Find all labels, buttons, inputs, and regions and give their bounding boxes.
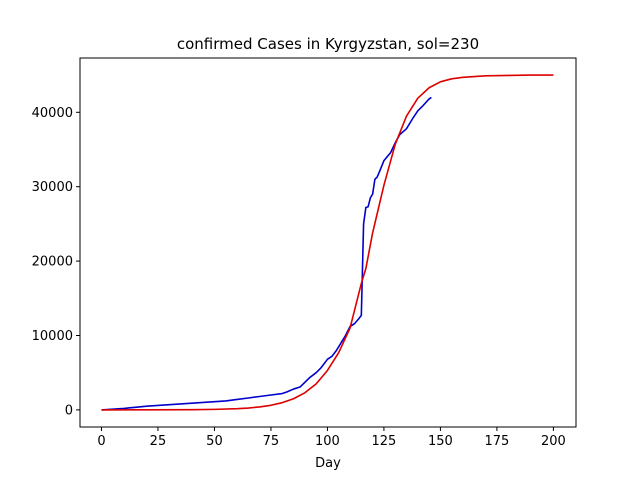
- x-tick-label: 150: [428, 434, 453, 449]
- y-tick-label: 40000: [32, 106, 73, 121]
- y-axis: 0 10000 20000 30000 40000: [32, 106, 80, 418]
- plot-area: [101, 74, 554, 411]
- x-tick-label: 200: [541, 434, 566, 449]
- y-tick-label: 10000: [32, 329, 73, 344]
- x-tick-label: 50: [206, 434, 223, 449]
- series-line-1: [101, 96, 432, 411]
- series-line-2: [101, 74, 554, 411]
- x-tick-label: 175: [484, 434, 509, 449]
- x-tick-label: 0: [97, 434, 105, 449]
- y-tick-label: 0: [65, 403, 73, 418]
- x-tick-label: 100: [315, 434, 340, 449]
- plot-frame: [79, 57, 577, 428]
- x-axis-label: Day: [315, 456, 341, 471]
- y-tick-label: 20000: [32, 255, 73, 270]
- x-tick-label: 25: [150, 434, 167, 449]
- x-axis: 0 25 50 75 100 125 150 175 200: [97, 427, 566, 449]
- x-tick-label: 75: [263, 434, 280, 449]
- y-tick-label: 30000: [32, 180, 73, 195]
- x-tick-label: 125: [372, 434, 397, 449]
- chart-title: confirmed Cases in Kyrgyzstan, sol=230: [177, 35, 479, 53]
